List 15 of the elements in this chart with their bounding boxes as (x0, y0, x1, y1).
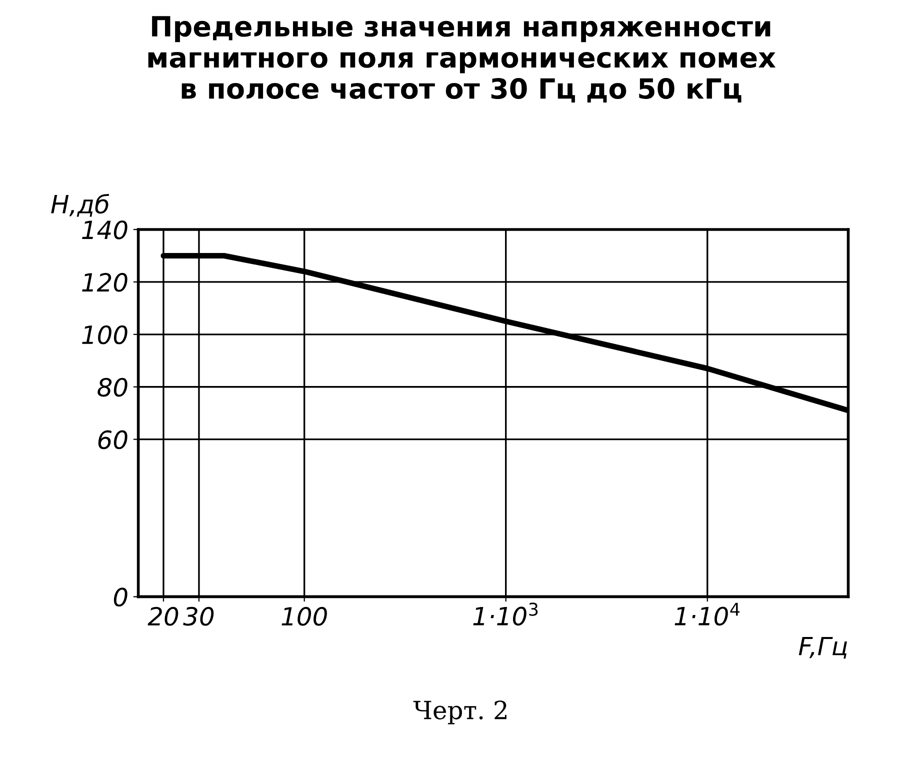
x-tick-label: 100 (282, 606, 327, 626)
x-tick-label: 20 (148, 606, 178, 626)
y-tick-label: 80 (98, 378, 128, 397)
x-tick-label: 30 (183, 606, 214, 626)
y-tick-label: 140 (82, 220, 128, 240)
y-axis-title: H,дб (51, 194, 110, 217)
y-tick-label: 0 (114, 588, 128, 607)
x-axis-title: F,Гц (798, 636, 847, 659)
x-tick-label: 1·10$^{3}$ (473, 602, 538, 626)
y-tick-label: 100 (82, 325, 128, 344)
y-tick-label: 120 (82, 272, 128, 292)
text: Черт. 2 (413, 700, 506, 724)
y-tick-label: 60 (98, 430, 128, 450)
x-tick-label: 1·10$^{4}$ (674, 602, 740, 626)
chart-title: Предельные значения напряженности магнитного поля гармонических помех в полосе частот от 30 Гц до 50 кГц (148, 16, 776, 102)
